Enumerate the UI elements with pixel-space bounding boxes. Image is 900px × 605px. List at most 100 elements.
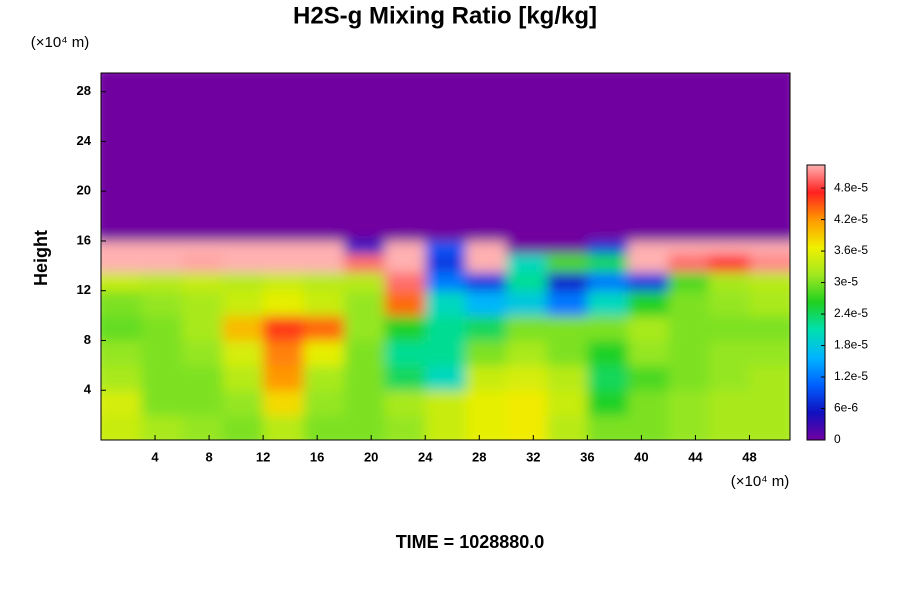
cell bbox=[263, 290, 305, 317]
y-tick-label: 28 bbox=[77, 83, 91, 98]
cell bbox=[627, 290, 669, 317]
cell bbox=[749, 415, 790, 440]
field bbox=[101, 73, 790, 440]
x-tick-label: 12 bbox=[256, 449, 270, 464]
cell bbox=[627, 315, 669, 341]
cell bbox=[465, 240, 507, 254]
cell bbox=[546, 390, 588, 416]
cell bbox=[263, 365, 305, 391]
cell bbox=[222, 415, 264, 440]
cell bbox=[668, 365, 710, 391]
cell bbox=[344, 253, 386, 273]
cell bbox=[708, 240, 750, 254]
cell bbox=[546, 253, 588, 273]
cell bbox=[141, 290, 183, 317]
cell bbox=[749, 390, 790, 416]
cells bbox=[101, 73, 790, 440]
cell bbox=[344, 315, 386, 341]
cell bbox=[263, 73, 305, 242]
cell bbox=[546, 340, 588, 366]
cell bbox=[141, 415, 183, 440]
cell bbox=[506, 315, 548, 341]
axes: 4 8 12 16 20 24 28 32 36 40 44 4848121620242806e-61… bbox=[77, 72, 868, 464]
cell bbox=[263, 415, 305, 440]
cell bbox=[546, 240, 588, 254]
cell bbox=[425, 365, 467, 391]
cell bbox=[546, 73, 588, 242]
cell bbox=[465, 340, 507, 366]
cell bbox=[182, 365, 224, 391]
cell bbox=[668, 315, 710, 341]
cell bbox=[344, 340, 386, 366]
cell bbox=[182, 290, 224, 317]
cell bbox=[708, 340, 750, 366]
cell bbox=[627, 340, 669, 366]
cell bbox=[627, 73, 669, 242]
cell bbox=[627, 253, 669, 273]
x-tick-label: 4 bbox=[151, 449, 159, 464]
cell bbox=[384, 340, 426, 366]
chart-title: H2S-g Mixing Ratio [kg/kg] bbox=[293, 2, 597, 29]
cell bbox=[506, 415, 548, 440]
cell bbox=[587, 290, 629, 317]
cell bbox=[222, 272, 264, 292]
cell bbox=[141, 365, 183, 391]
x-tick-label: 40 bbox=[634, 449, 648, 464]
colorbar-tick-label: 4.8e-5 bbox=[834, 180, 868, 194]
cell bbox=[101, 290, 143, 317]
cell bbox=[344, 415, 386, 440]
cell bbox=[425, 73, 467, 242]
cell bbox=[141, 73, 183, 242]
cell bbox=[384, 415, 426, 440]
cell bbox=[587, 365, 629, 391]
cell bbox=[425, 340, 467, 366]
x-tick-label: 28 bbox=[472, 449, 486, 464]
cell bbox=[303, 253, 345, 273]
cell bbox=[465, 365, 507, 391]
cell bbox=[303, 73, 345, 242]
cell bbox=[384, 315, 426, 341]
cell bbox=[749, 315, 790, 341]
cell bbox=[182, 73, 224, 242]
cell bbox=[749, 290, 790, 317]
cell bbox=[263, 240, 305, 254]
cell bbox=[749, 272, 790, 292]
cell bbox=[303, 365, 345, 391]
cell bbox=[182, 315, 224, 341]
cell bbox=[182, 340, 224, 366]
cell bbox=[465, 390, 507, 416]
cell bbox=[344, 390, 386, 416]
colorbar-tick-label: 1.2e-5 bbox=[834, 369, 868, 383]
cell bbox=[384, 253, 426, 273]
cell bbox=[344, 272, 386, 292]
cell bbox=[222, 240, 264, 254]
cell bbox=[506, 272, 548, 292]
cell bbox=[384, 73, 426, 242]
cell bbox=[222, 390, 264, 416]
cell bbox=[708, 73, 750, 242]
cell bbox=[708, 290, 750, 317]
cell bbox=[749, 340, 790, 366]
cell bbox=[425, 390, 467, 416]
colorbar bbox=[806, 164, 826, 441]
cell bbox=[303, 240, 345, 254]
cell bbox=[384, 365, 426, 391]
time-label: TIME = 1028880.0 bbox=[396, 532, 545, 552]
y-tick-label: 8 bbox=[84, 332, 91, 347]
cell bbox=[141, 340, 183, 366]
cell bbox=[668, 240, 710, 254]
cell bbox=[587, 272, 629, 292]
cell bbox=[303, 272, 345, 292]
x-tick-label: 32 bbox=[526, 449, 540, 464]
y-tick-label: 24 bbox=[77, 133, 92, 148]
cell bbox=[101, 415, 143, 440]
cell bbox=[384, 240, 426, 254]
cell bbox=[749, 73, 790, 242]
cell bbox=[222, 315, 264, 341]
y-tick-label: 4 bbox=[84, 382, 92, 397]
cell bbox=[222, 253, 264, 273]
x-tick-label: 20 bbox=[364, 449, 378, 464]
cell bbox=[708, 365, 750, 391]
cell bbox=[263, 315, 305, 341]
x-tick-label: 16 bbox=[310, 449, 324, 464]
